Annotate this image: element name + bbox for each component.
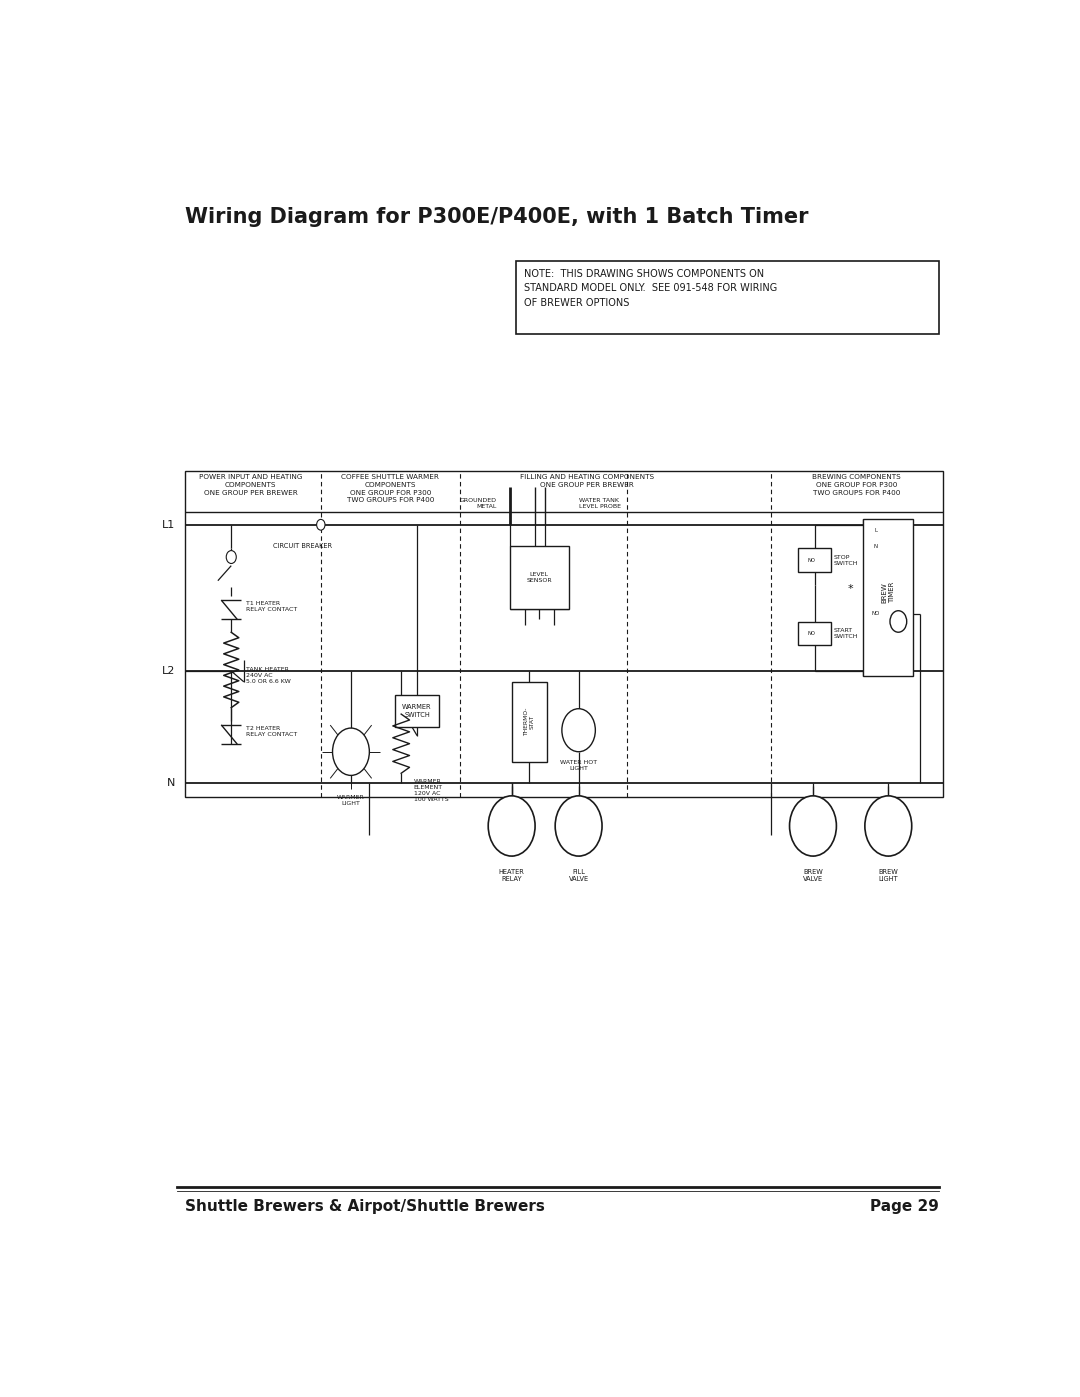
Text: WARMER
SWITCH: WARMER SWITCH <box>402 704 432 718</box>
Text: WARMER
LIGHT: WARMER LIGHT <box>337 795 365 806</box>
Text: WATER HOT
LIGHT: WATER HOT LIGHT <box>561 760 597 771</box>
Text: N: N <box>166 778 175 788</box>
Text: NO: NO <box>808 631 815 636</box>
Text: L1: L1 <box>162 520 175 529</box>
Text: Wiring Diagram for P300E/P400E, with 1 Batch Timer: Wiring Diagram for P300E/P400E, with 1 B… <box>186 207 809 228</box>
Text: N: N <box>874 543 878 549</box>
Text: *: * <box>848 584 853 594</box>
Text: BREW
VALVE: BREW VALVE <box>802 869 823 883</box>
Text: FILLING AND HEATING COMPONENTS
ONE GROUP PER BREWER: FILLING AND HEATING COMPONENTS ONE GROUP… <box>519 474 654 488</box>
Circle shape <box>555 796 602 856</box>
Text: Shuttle Brewers & Airpot/Shuttle Brewers: Shuttle Brewers & Airpot/Shuttle Brewers <box>186 1199 545 1214</box>
Text: TANK HEATER
240V AC
5.0 OR 6.6 KW: TANK HEATER 240V AC 5.0 OR 6.6 KW <box>246 666 292 685</box>
Text: POWER INPUT AND HEATING
COMPONENTS
ONE GROUP PER BREWER: POWER INPUT AND HEATING COMPONENTS ONE G… <box>199 474 302 496</box>
FancyBboxPatch shape <box>395 694 438 726</box>
Circle shape <box>333 728 369 775</box>
Circle shape <box>316 520 325 529</box>
Text: T2 HEATER
RELAY CONTACT: T2 HEATER RELAY CONTACT <box>246 725 298 736</box>
Text: CIRCUIT BREAKER: CIRCUIT BREAKER <box>273 543 333 549</box>
Text: COFFEE SHUTTLE WARMER
COMPONENTS
ONE GROUP FOR P300
TWO GROUPS FOR P400: COFFEE SHUTTLE WARMER COMPONENTS ONE GRO… <box>341 474 440 503</box>
Circle shape <box>488 796 535 856</box>
Text: NO: NO <box>808 557 815 563</box>
Text: BREW
TIMER: BREW TIMER <box>881 581 895 604</box>
Text: L2: L2 <box>162 666 175 676</box>
Text: BREWING COMPONENTS
ONE GROUP FOR P300
TWO GROUPS FOR P400: BREWING COMPONENTS ONE GROUP FOR P300 TW… <box>812 474 901 496</box>
Text: NOTE:  THIS DRAWING SHOWS COMPONENTS ON
STANDARD MODEL ONLY.  SEE 091-548 FOR WI: NOTE: THIS DRAWING SHOWS COMPONENTS ON S… <box>524 268 778 307</box>
Text: WARMER
ELEMENT
120V AC
100 WATTS: WARMER ELEMENT 120V AC 100 WATTS <box>414 778 448 802</box>
Text: HEATER
RELAY: HEATER RELAY <box>499 869 525 883</box>
Text: T1 HEATER
RELAY CONTACT: T1 HEATER RELAY CONTACT <box>246 601 298 612</box>
Circle shape <box>226 550 237 563</box>
Text: START
SWITCH: START SWITCH <box>834 627 859 638</box>
FancyBboxPatch shape <box>510 546 568 609</box>
Text: LEVEL
SENSOR: LEVEL SENSOR <box>526 571 552 583</box>
FancyBboxPatch shape <box>863 520 914 676</box>
Text: Page 29: Page 29 <box>869 1199 939 1214</box>
FancyBboxPatch shape <box>512 682 546 763</box>
FancyBboxPatch shape <box>516 261 939 334</box>
Text: GROUNDED
METAL: GROUNDED METAL <box>460 497 497 509</box>
Circle shape <box>865 796 912 856</box>
FancyBboxPatch shape <box>798 622 832 645</box>
Text: NO: NO <box>872 610 880 616</box>
Circle shape <box>890 610 907 633</box>
Circle shape <box>789 796 836 856</box>
Text: BREW
LIGHT: BREW LIGHT <box>878 869 899 883</box>
Text: WATER TANK
LEVEL PROBE: WATER TANK LEVEL PROBE <box>579 497 621 509</box>
FancyBboxPatch shape <box>186 471 943 796</box>
Text: STOP
SWITCH: STOP SWITCH <box>834 555 859 566</box>
FancyBboxPatch shape <box>798 549 832 573</box>
Text: L: L <box>874 528 877 532</box>
Circle shape <box>562 708 595 752</box>
Text: THERMO-
STAT: THERMO- STAT <box>524 708 535 736</box>
Text: FILL
VALVE: FILL VALVE <box>568 869 589 883</box>
